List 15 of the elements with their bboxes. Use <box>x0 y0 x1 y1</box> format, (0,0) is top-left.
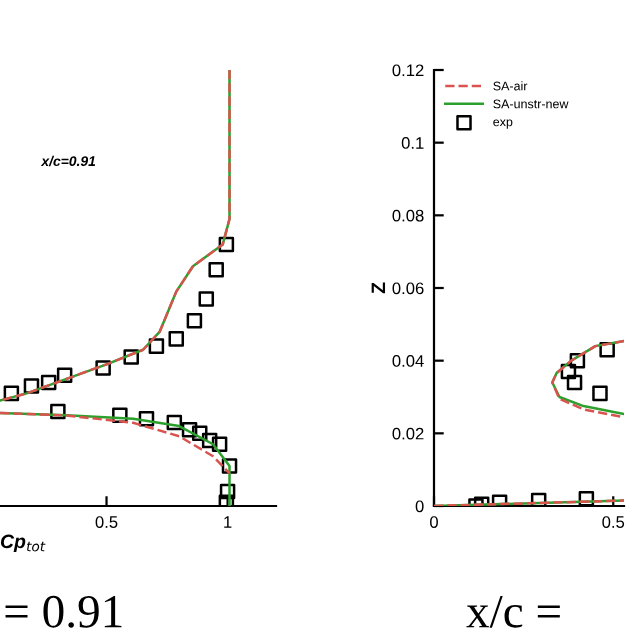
y-tick-label: 0 <box>415 500 424 513</box>
y-tick-label: 0.1 <box>401 137 424 149</box>
x-tick-label: 0 <box>430 516 438 528</box>
text: x/c = <box>466 596 560 628</box>
text: = 0.91 <box>5 595 122 628</box>
y-tick-label: 0.06 <box>392 282 424 295</box>
x-tick-label: 0.5 <box>95 516 118 528</box>
x-tick-label: 1 <box>224 516 232 528</box>
x-tick-label: 0.5 <box>602 516 625 528</box>
y-tick-label: 0.04 <box>392 355 424 367</box>
y-tick-label: 0.08 <box>392 209 424 222</box>
x-axis-title: Cp$_{tot}$ <box>0 534 46 553</box>
y-tick-label: 0.02 <box>392 427 424 440</box>
y-tick-label: 0.12 <box>392 64 424 77</box>
y-axis-title: Z <box>371 282 386 294</box>
